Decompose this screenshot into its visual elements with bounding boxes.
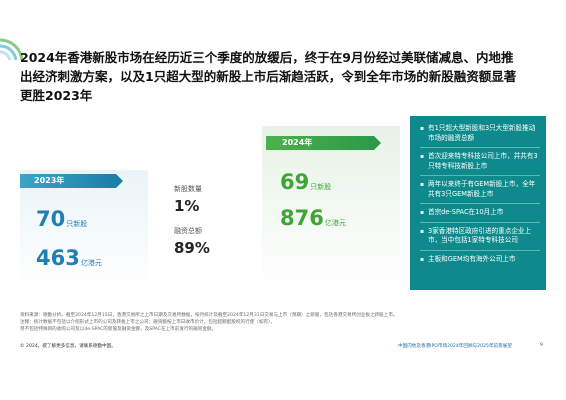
- highlight-item: 3家香港特区政府引进的重点企业上市，当中包括1家特专科技公司: [420, 227, 540, 251]
- ipo-count-2024: 69只新股: [280, 170, 331, 194]
- footnote-line: 资料来源：德勤分析。截至2024年12月15日，香港交易所之上市日期及交易所数据…: [20, 313, 398, 318]
- change-funds-value: 89%: [174, 239, 210, 257]
- highlight-item: 首宗de-SPAC在10月上市: [420, 208, 540, 223]
- year-tag-2024: 2024年: [266, 136, 381, 150]
- funds-2024-value: 876: [280, 206, 324, 230]
- highlights-panel: 有1只超大型新股和3只大型新股推动市场的融资总额 首次迎来特专科技公司上市，并共…: [410, 116, 546, 290]
- ipo-count-2024-unit: 只新股: [310, 183, 332, 191]
- funds-2024-unit: 亿港元: [324, 219, 346, 227]
- funds-2024: 876亿港元: [280, 206, 346, 230]
- page-number: 9: [540, 343, 543, 348]
- page-title: 2024年香港新股市场在经历近三个季度的放缓后，终于在9月份经过美联储减息、内地…: [20, 50, 517, 103]
- change-ipo-value: 1%: [174, 197, 200, 215]
- funds-2023-unit: 亿港元: [80, 259, 102, 267]
- footnote-line: 注释：统计数据不包括以介绍形式上市的公司及转板上市之公司；融资额按上市日收市价计…: [20, 320, 275, 325]
- change-ipo-label: 新股数量: [174, 185, 202, 193]
- funds-2023: 463亿港元: [36, 246, 102, 270]
- copyright-text: © 2024。欲了解更多信息，请联系德勤中国。: [20, 344, 116, 349]
- report-title-footer: 中国内地及香港IPO市场2024年回顾与2025年前景展望: [398, 344, 512, 349]
- footnote-line: 另不包括特殊目的收购公司及以de-SPAC的新股及融资金额，及SPAC在上市前发…: [20, 327, 217, 332]
- ipo-count-2023-value: 70: [36, 207, 66, 231]
- footnotes: 资料来源：德勤分析。截至2024年12月15日，香港交易所之上市日期及交易所数据…: [20, 312, 546, 333]
- card-2023: 2023年 70只新股 463亿港元: [20, 170, 148, 290]
- highlights-list: 有1只超大型新股和3只大型新股推动市场的融资总额 首次迎来特专科技公司上市，并共…: [410, 116, 546, 268]
- ipo-count-2024-value: 69: [280, 170, 310, 194]
- year-tag-2023: 2023年: [20, 174, 123, 188]
- highlight-item: 首次迎来特专科技公司上市，并共有3只特专科技新股上市: [420, 152, 540, 176]
- decorative-arcs: [0, 38, 24, 60]
- ipo-count-2023: 70只新股: [36, 207, 87, 231]
- change-funds-label: 融资总额: [174, 227, 202, 235]
- highlight-item: 有1只超大型新股和3只大型新股推动市场的融资总额: [420, 124, 540, 148]
- funds-2023-value: 463: [36, 246, 80, 270]
- card-2024: 2024年 69只新股 876亿港元: [262, 126, 400, 290]
- ipo-count-2023-unit: 只新股: [66, 220, 88, 228]
- highlight-item: 主板和GEM均有海外公司上市: [420, 255, 540, 269]
- highlight-item: 两年以来终于有GEM新股上市，全年共有3只GEM新股上市: [420, 180, 540, 204]
